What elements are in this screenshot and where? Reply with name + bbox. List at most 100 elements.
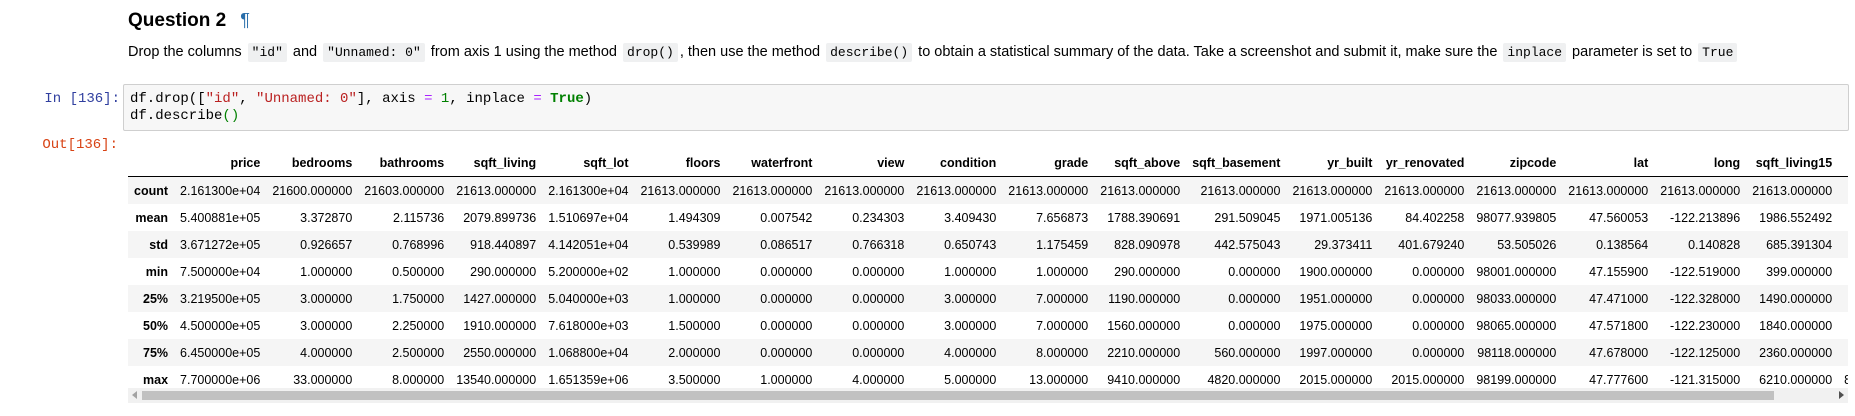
table-cell: 0.007542 (760, 210, 813, 225)
table-cell: 290.000000 (1114, 264, 1181, 279)
table-cell: 399.000000 (1766, 264, 1833, 279)
table-cell: 2360.000000 (1759, 345, 1833, 360)
table-cell: 1.000000 (668, 264, 721, 279)
table-cell: 1951.000000 (1299, 291, 1373, 306)
table-cell: 7.000000 (1036, 291, 1089, 306)
table-cell: 0.086517 (760, 237, 813, 252)
table-cell: 1.750000 (392, 291, 445, 306)
text-part: and (288, 44, 322, 60)
question-heading: Question 2 ¶ (128, 10, 250, 32)
table-cell: 21613.000000 (824, 183, 905, 198)
table-cell: 3.372870 (300, 210, 353, 225)
table-cell: 828.090978 (1114, 237, 1181, 252)
table-cell: 0.539989 (668, 237, 721, 252)
table-cell: 98118.000000 (1477, 345, 1557, 360)
table-cell: 47.560053 (1589, 210, 1649, 225)
table-cell: 21613.000000 (1292, 183, 1373, 198)
question-text: Drop the columns "id" and "Unnamed: 0" f… (128, 43, 1739, 62)
table-cell: 0.000000 (852, 318, 905, 333)
table-cell: 1.494309 (668, 210, 721, 225)
horizontal-scrollbar[interactable] (128, 388, 1848, 403)
column-header: yr_renovated (1378, 149, 1471, 177)
table-cell: 1.000000 (1036, 264, 1089, 279)
column-header: sqft_basement (1186, 149, 1287, 177)
column-header: yr_built (1286, 149, 1379, 177)
table-cell: 4820.000000 (1207, 372, 1281, 387)
table-cell: 0.000000 (760, 291, 813, 306)
table-cell: 21613.000000 (1384, 183, 1465, 198)
table-cell: 651.00 (1838, 258, 1848, 285)
table-cell: 0.766318 (852, 237, 905, 252)
table-cell: 21613.000000 (1660, 183, 1741, 198)
table-cell: 0.926657 (300, 237, 353, 252)
table-cell: 0.768996 (392, 237, 445, 252)
table-cell: 7.618000e+03 (548, 318, 629, 333)
table-cell: 5.400881e+05 (180, 210, 261, 225)
column-header: lat (1562, 149, 1655, 177)
table-cell: 12768.45 (1838, 204, 1848, 231)
table-cell: 47.155900 (1589, 264, 1649, 279)
table-cell: -122.519000 (1670, 264, 1741, 279)
table-cell: 1900.000000 (1299, 264, 1373, 279)
code-token (542, 91, 550, 107)
table-cell: 0.138564 (1596, 237, 1649, 252)
code-token (433, 91, 441, 107)
table-row: 50% 4.500000e+05 3.000000 2.250000 1910.0000… (128, 312, 1848, 339)
table-row: std 3.671272e+05 0.926657 0.768996 918.44089… (128, 231, 1848, 258)
column-header: grade (1002, 149, 1095, 177)
table-cell: 0.000000 (852, 291, 905, 306)
row-label: count (134, 183, 169, 198)
code-inplace: inplace (1503, 43, 1567, 62)
column-header: floors (634, 149, 727, 177)
table-cell: 21613.000000 (732, 183, 813, 198)
table-cell: 7.700000e+06 (180, 372, 261, 387)
table-cell: 560.000000 (1214, 345, 1281, 360)
code-editor[interactable]: df.drop(["id", "Unnamed: 0"], axis = 1, … (123, 84, 1849, 131)
table-cell: 29.373411 (1314, 237, 1373, 252)
table-cell: 3.000000 (300, 318, 353, 333)
table-cell: 0.000000 (760, 345, 813, 360)
row-label: 50% (143, 318, 169, 333)
row-label: 75% (143, 345, 169, 360)
table-row: 25% 3.219500e+05 3.000000 1.750000 1427.0000… (128, 285, 1848, 312)
table-cell: 0.000000 (760, 264, 813, 279)
column-header: sqft_above (1094, 149, 1187, 177)
row-label: std (149, 237, 169, 252)
table-cell: 1840.000000 (1759, 318, 1833, 333)
scroll-right-arrow-icon[interactable] (1839, 391, 1844, 399)
table-cell: 3.000000 (944, 318, 997, 333)
row-label: max (143, 372, 169, 387)
row-label: 25% (143, 291, 169, 306)
code-token: df.drop([ (130, 91, 206, 107)
column-header: zipcode (1470, 149, 1563, 177)
table-cell: 2.115736 (393, 210, 445, 225)
table-cell: 1.651359e+06 (548, 372, 629, 387)
table-cell: 1.510697e+04 (548, 210, 629, 225)
anchor-link[interactable]: ¶ (240, 10, 250, 30)
table-cell: 1.000000 (944, 264, 997, 279)
table-cell: 98065.000000 (1476, 318, 1557, 333)
code-token: True (550, 91, 584, 107)
table-cell: 3.000000 (944, 291, 997, 306)
table-cell: 1997.000000 (1299, 345, 1373, 360)
code-token: , inplace (449, 91, 534, 107)
table-cell: 1.500000 (668, 318, 721, 333)
code-id: "id" (247, 43, 287, 62)
table-row: max 7.700000e+06 33.000000 8.000000 13540.00… (128, 366, 1848, 389)
scroll-left-arrow-icon[interactable] (132, 391, 137, 399)
table-cell: 4.000000 (944, 345, 997, 360)
table-cell: 13.000000 (1029, 372, 1089, 387)
code-token: , (239, 91, 257, 107)
code-true: True (1698, 43, 1738, 62)
table-cell: 3.500000 (668, 372, 721, 387)
scrollbar-thumb[interactable] (142, 391, 1774, 400)
table-cell: 7.500000e+04 (180, 264, 261, 279)
table-cell: 9410.000000 (1107, 372, 1181, 387)
table-cell: 5.040000e+03 (548, 291, 629, 306)
table-cell: 0.140828 (1688, 237, 1741, 252)
table-cell: 33.000000 (293, 372, 353, 387)
table-cell: 7.656873 (1036, 210, 1089, 225)
text-part: to obtain a statistical summary of the d… (914, 44, 1502, 60)
table-cell: 4.000000 (300, 345, 353, 360)
column-header: bedrooms (266, 149, 359, 177)
